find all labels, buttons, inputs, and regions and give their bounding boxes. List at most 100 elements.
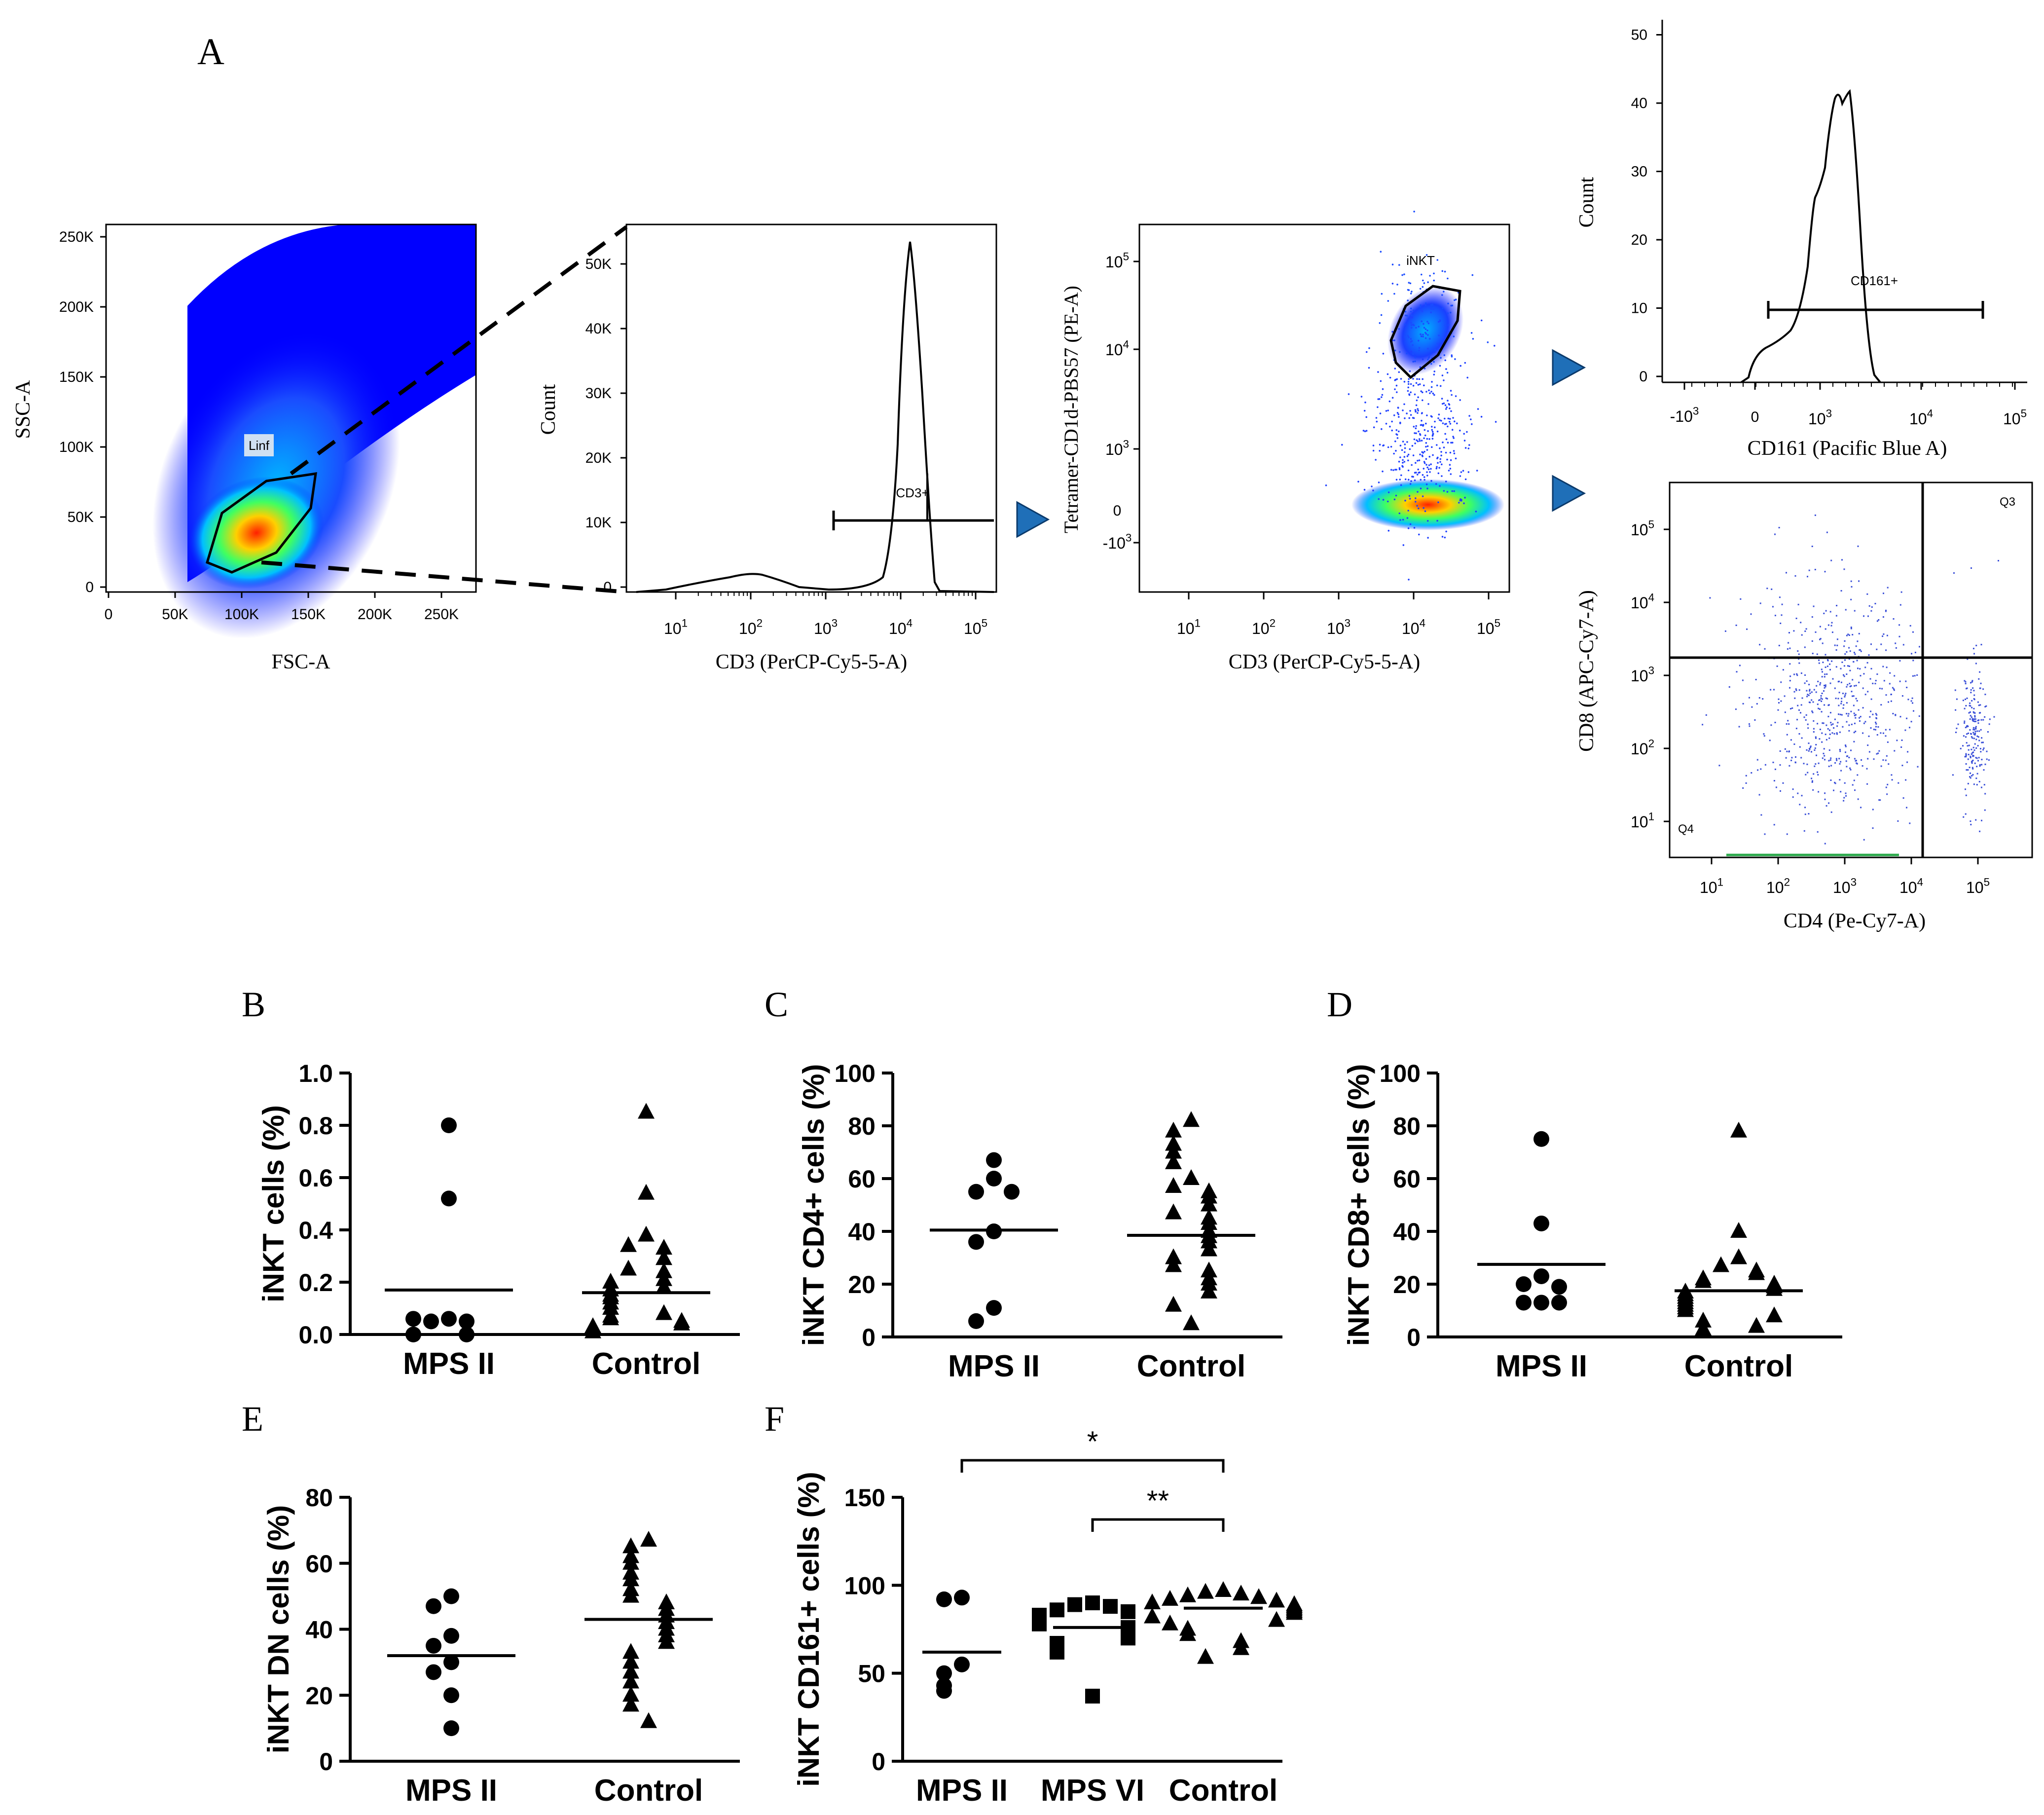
event-dot — [1848, 730, 1850, 732]
event-dot — [1786, 572, 1787, 574]
data-point-triangle — [638, 1103, 655, 1119]
event-dot — [1912, 702, 1913, 704]
event-dot — [1850, 628, 1852, 630]
event-dot — [1895, 642, 1897, 644]
event-dot — [1813, 731, 1815, 733]
event-dot — [1912, 631, 1914, 633]
event-dot — [1975, 747, 1977, 749]
event-dot — [1763, 733, 1765, 735]
event-dot — [1702, 724, 1704, 726]
category-label: Control — [1169, 1774, 1278, 1808]
event-dot — [1815, 736, 1817, 738]
event-dot — [1974, 733, 1976, 735]
event-dot — [1973, 690, 1975, 692]
cd3-gate-label: CD3+ — [896, 485, 929, 500]
data-point-circle — [936, 1683, 952, 1699]
event-dot — [1968, 732, 1969, 734]
event-dot — [1848, 634, 1850, 636]
event-dot — [1394, 368, 1396, 370]
event-dot — [1898, 782, 1899, 784]
event-dot — [1962, 745, 1964, 747]
event-dot — [1406, 315, 1408, 317]
event-dot — [1796, 719, 1798, 721]
event-dot — [1882, 759, 1884, 761]
event-dot — [1415, 382, 1418, 384]
event-dot — [1899, 604, 1901, 606]
event-dot — [1842, 707, 1844, 709]
event-dot — [1433, 272, 1435, 275]
arrow-right-1 — [1016, 501, 1050, 538]
event-dot — [1820, 638, 1822, 640]
event-dot — [1809, 748, 1811, 749]
event-dot — [1978, 678, 1980, 680]
event-dot — [1887, 587, 1889, 589]
linf-gate-label: Linf — [249, 438, 270, 453]
event-dot — [1402, 409, 1404, 411]
event-dot — [1446, 406, 1448, 408]
event-dot — [1460, 499, 1462, 501]
event-dot — [1391, 420, 1393, 423]
data-point-triangle — [656, 1249, 672, 1265]
event-dot — [1843, 800, 1845, 802]
event-dot — [1850, 598, 1852, 600]
event-dot — [1883, 633, 1885, 635]
event-dot — [1899, 660, 1901, 662]
event-dot — [1375, 417, 1378, 419]
event-dot — [1773, 824, 1775, 826]
event-dot — [1754, 719, 1756, 721]
event-dot — [1455, 298, 1457, 300]
data-point-triangle — [622, 1686, 639, 1702]
event-dot — [1857, 545, 1859, 547]
event-dot — [1405, 314, 1407, 317]
flow-cd161-histogram: CD161+ CD161 (Pacific Blue A) Count 0102… — [1575, 20, 2027, 460]
event-dot — [1795, 689, 1797, 691]
event-dot — [1385, 410, 1387, 412]
event-dot — [1979, 704, 1981, 706]
event-dot — [1746, 628, 1748, 630]
event-dot — [1325, 484, 1327, 486]
event-dot — [1428, 355, 1430, 357]
event-dot — [1879, 688, 1881, 689]
event-dot — [1869, 716, 1871, 718]
event-dot — [1464, 478, 1467, 481]
event-dot — [1787, 648, 1788, 650]
data-point-circle — [954, 1590, 970, 1606]
event-dot — [1449, 464, 1451, 466]
event-dot — [1430, 463, 1432, 465]
event-dot — [1431, 381, 1433, 383]
event-dot — [1368, 347, 1370, 349]
event-dot — [1742, 703, 1744, 704]
cd3-hist-y-tick-label: 10K — [585, 515, 612, 531]
event-dot — [1425, 464, 1427, 466]
data-point-triangle — [1268, 1611, 1285, 1627]
event-dot — [1442, 336, 1444, 339]
event-dot — [1891, 779, 1893, 781]
event-dot — [1857, 798, 1859, 800]
event-dot — [1828, 765, 1830, 767]
event-dot — [1858, 632, 1860, 634]
event-dot — [1917, 766, 1919, 768]
event-dot — [1864, 667, 1866, 668]
event-dot — [1431, 438, 1434, 440]
event-dot — [1848, 724, 1850, 726]
event-dot — [1849, 683, 1851, 685]
event-dot — [1812, 653, 1814, 655]
data-point-triangle — [620, 1236, 637, 1252]
event-dot — [1808, 684, 1810, 686]
event-dot — [1411, 327, 1413, 329]
event-dot — [1751, 772, 1752, 774]
event-dot — [1412, 385, 1415, 387]
event-dot — [1399, 422, 1401, 424]
event-dot — [1847, 755, 1848, 757]
event-dot — [1972, 719, 1974, 721]
event-dot — [1427, 357, 1430, 359]
category-label: MPS II — [1496, 1349, 1587, 1383]
inkt-gate — [1389, 285, 1461, 379]
cd4-cd8-events — [1702, 514, 1999, 845]
cd4-x-tick-label: 102 — [1766, 876, 1790, 896]
event-dot — [1848, 757, 1850, 758]
event-dot — [1896, 740, 1898, 741]
tetramer-density — [1325, 211, 1504, 581]
event-dot — [1749, 697, 1750, 699]
